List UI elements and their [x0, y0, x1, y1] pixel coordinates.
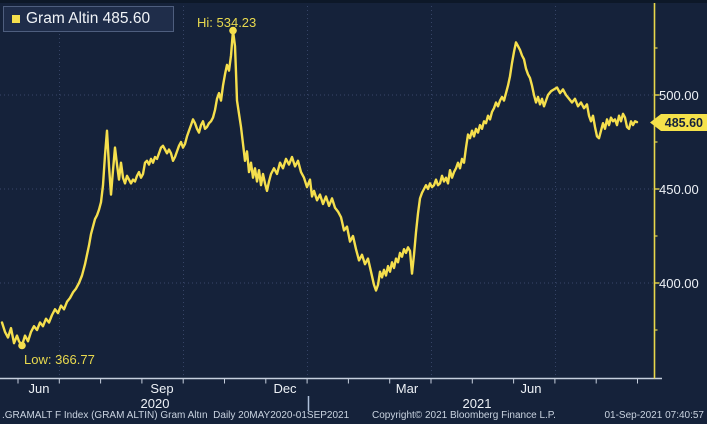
x-axis-year-2020: 2020	[140, 396, 170, 411]
price-line	[0, 29, 639, 347]
x-axis-label-dec-2020: Dec	[273, 381, 297, 396]
hi-marker-dot	[229, 26, 237, 35]
x-axis-label-sep-2020: Sep	[150, 381, 174, 396]
y-axis-label-450: 450.00	[659, 182, 699, 197]
x-axis-label-jun-2020: Jun	[28, 381, 50, 396]
low-marker-dot	[18, 341, 26, 350]
x-axis-label-mar-2021: Mar	[395, 381, 419, 396]
legend-series-marker-icon	[12, 15, 20, 23]
legend-series-label: Gram Altin 485.60	[26, 10, 151, 27]
x-axis-label-jun-2021: Jun	[520, 381, 542, 396]
x-axis-year-2021: 2021	[462, 396, 492, 411]
window-top-border	[0, 0, 707, 3]
footer-security-info: .GRAMALT F Index (GRAM ALTIN) Gram Altın…	[2, 410, 350, 421]
last-price-badge: 485.60	[650, 114, 707, 131]
y-axis-label-400: 400.00	[659, 276, 699, 291]
low-annotation: Low: 366.77	[24, 352, 95, 367]
hi-annotation: Hi: 534.23	[197, 15, 257, 30]
footer-copyright: Copyright© 2021 Bloomberg Finance L.P.	[372, 410, 556, 421]
footer-datetime: 01-Sep-2021 07:40:57	[604, 410, 704, 421]
y-axis-label-500: 500.00	[659, 88, 699, 103]
series-legend[interactable]: Gram Altin 485.60	[3, 6, 174, 32]
